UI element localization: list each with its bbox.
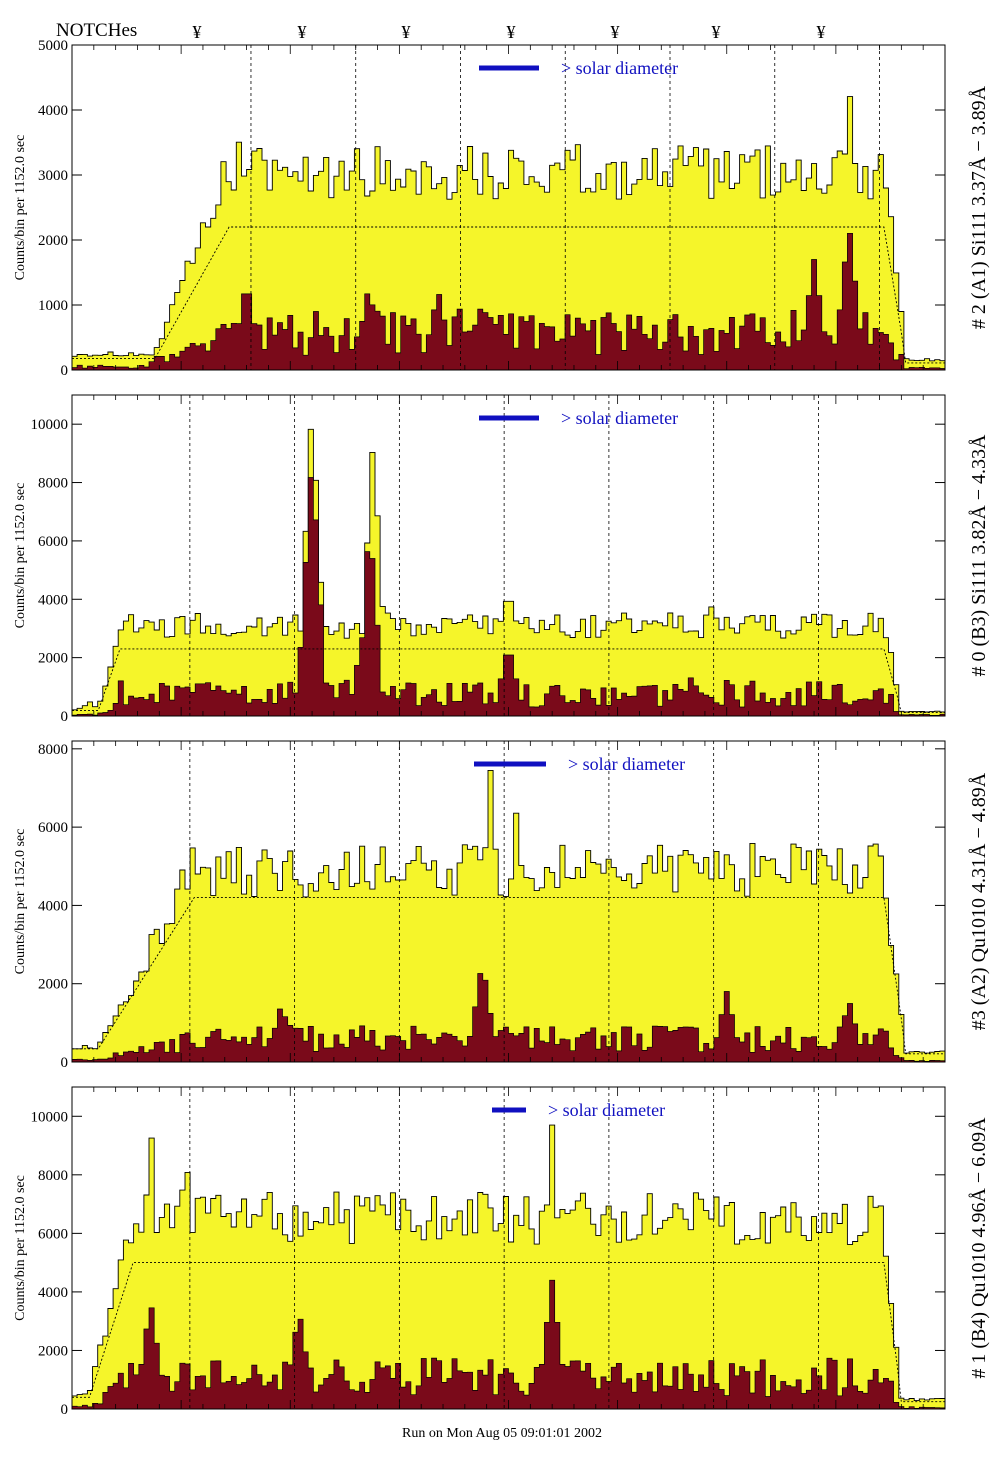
chart-panel-1: 0 1000 2000 3000 4000 5000 Counts/bin per 1152… — [13, 38, 990, 379]
total-counts-histogram — [71, 769, 946, 1063]
trend-curve — [72, 1262, 945, 1403]
y-tick-label: 0 — [61, 1055, 69, 1071]
notch-marker: ¥ — [298, 22, 307, 42]
y-tick-label: 2000 — [38, 651, 68, 667]
y-tick-label: 4000 — [38, 1285, 68, 1301]
y-tick-label: 6000 — [38, 1226, 68, 1242]
y-tick-label: 1000 — [38, 298, 68, 314]
y-tick-label: 6000 — [38, 534, 68, 550]
chart-panel-2: 0 2000 4000 6000 8000 10000 Counts/bin per 115… — [13, 394, 990, 725]
y-tick-label: 2000 — [38, 977, 68, 993]
y-tick-label: 5000 — [38, 38, 68, 54]
channel-label: # 1 (B4) Qu1010 4.96Å − 6.09Å — [968, 1117, 990, 1379]
legend-label: > solar diameter — [568, 754, 685, 774]
notch-marker: ¥ — [193, 22, 202, 42]
y-tick-label: 8000 — [38, 742, 68, 758]
total-counts-histogram — [71, 96, 946, 371]
channel-label: # 0 (B3) Si111 3.82Å − 4.33Å — [968, 434, 990, 677]
y-tick-label: 8000 — [38, 1168, 68, 1184]
channel-label: # 2 (A1) Si111 3.37Å − 3.89Å — [968, 85, 990, 329]
y-tick-label: 6000 — [38, 820, 68, 836]
notch-marker: ¥ — [817, 22, 826, 42]
y-tick-label: 2000 — [38, 1343, 68, 1359]
y-axis-label: Counts/bin per 1152.0 sec — [13, 829, 28, 975]
channel-label: #3 (A2) Qu1010 4.31Å − 4.89Å — [968, 772, 990, 1030]
y-tick-label: 10000 — [31, 417, 69, 433]
y-tick-label: 4000 — [38, 898, 68, 914]
trend-curve — [72, 897, 945, 1055]
legend-label: > solar diameter — [561, 408, 678, 428]
total-counts-histogram — [71, 1124, 946, 1410]
notch-marker: ¥ — [712, 22, 721, 42]
notch-marker: ¥ — [611, 22, 620, 42]
y-axis-label: Counts/bin per 1152.0 sec — [13, 135, 28, 281]
y-tick-label: 0 — [61, 709, 69, 725]
low-counts-histogram — [71, 1279, 946, 1410]
legend-label: > solar diameter — [548, 1100, 665, 1120]
y-tick-label: 2000 — [38, 233, 68, 249]
y-tick-label: 0 — [61, 363, 69, 379]
legend-label: > solar diameter — [561, 58, 678, 78]
trend-curve — [72, 648, 945, 714]
y-tick-label: 4000 — [38, 592, 68, 608]
y-axis-label: Counts/bin per 1152.0 sec — [13, 1175, 28, 1321]
total-counts-histogram — [71, 428, 946, 717]
y-tick-label: 0 — [61, 1402, 69, 1418]
chart-panel-4: 0 2000 4000 6000 8000 10000 Counts/bin per 115… — [13, 1086, 990, 1418]
y-tick-label: 4000 — [38, 103, 68, 119]
low-counts-histogram — [71, 477, 946, 717]
notches-title: NOTCHes — [56, 20, 138, 41]
y-tick-label: 3000 — [38, 168, 68, 184]
y-tick-label: 10000 — [31, 1109, 69, 1125]
notch-marker: ¥ — [402, 22, 411, 42]
trend-curve — [72, 226, 945, 364]
y-axis-label: Counts/bin per 1152.0 sec — [13, 483, 28, 629]
chart-panel-3: 0 2000 4000 6000 8000 Counts/bin per 1152.0 s… — [13, 740, 990, 1071]
run-timestamp: Run on Mon Aug 05 09:01:01 2002 — [402, 1426, 602, 1441]
low-counts-histogram — [71, 232, 946, 371]
y-tick-label: 8000 — [38, 476, 68, 492]
low-counts-histogram — [71, 973, 946, 1063]
notch-marker: ¥ — [507, 22, 516, 42]
